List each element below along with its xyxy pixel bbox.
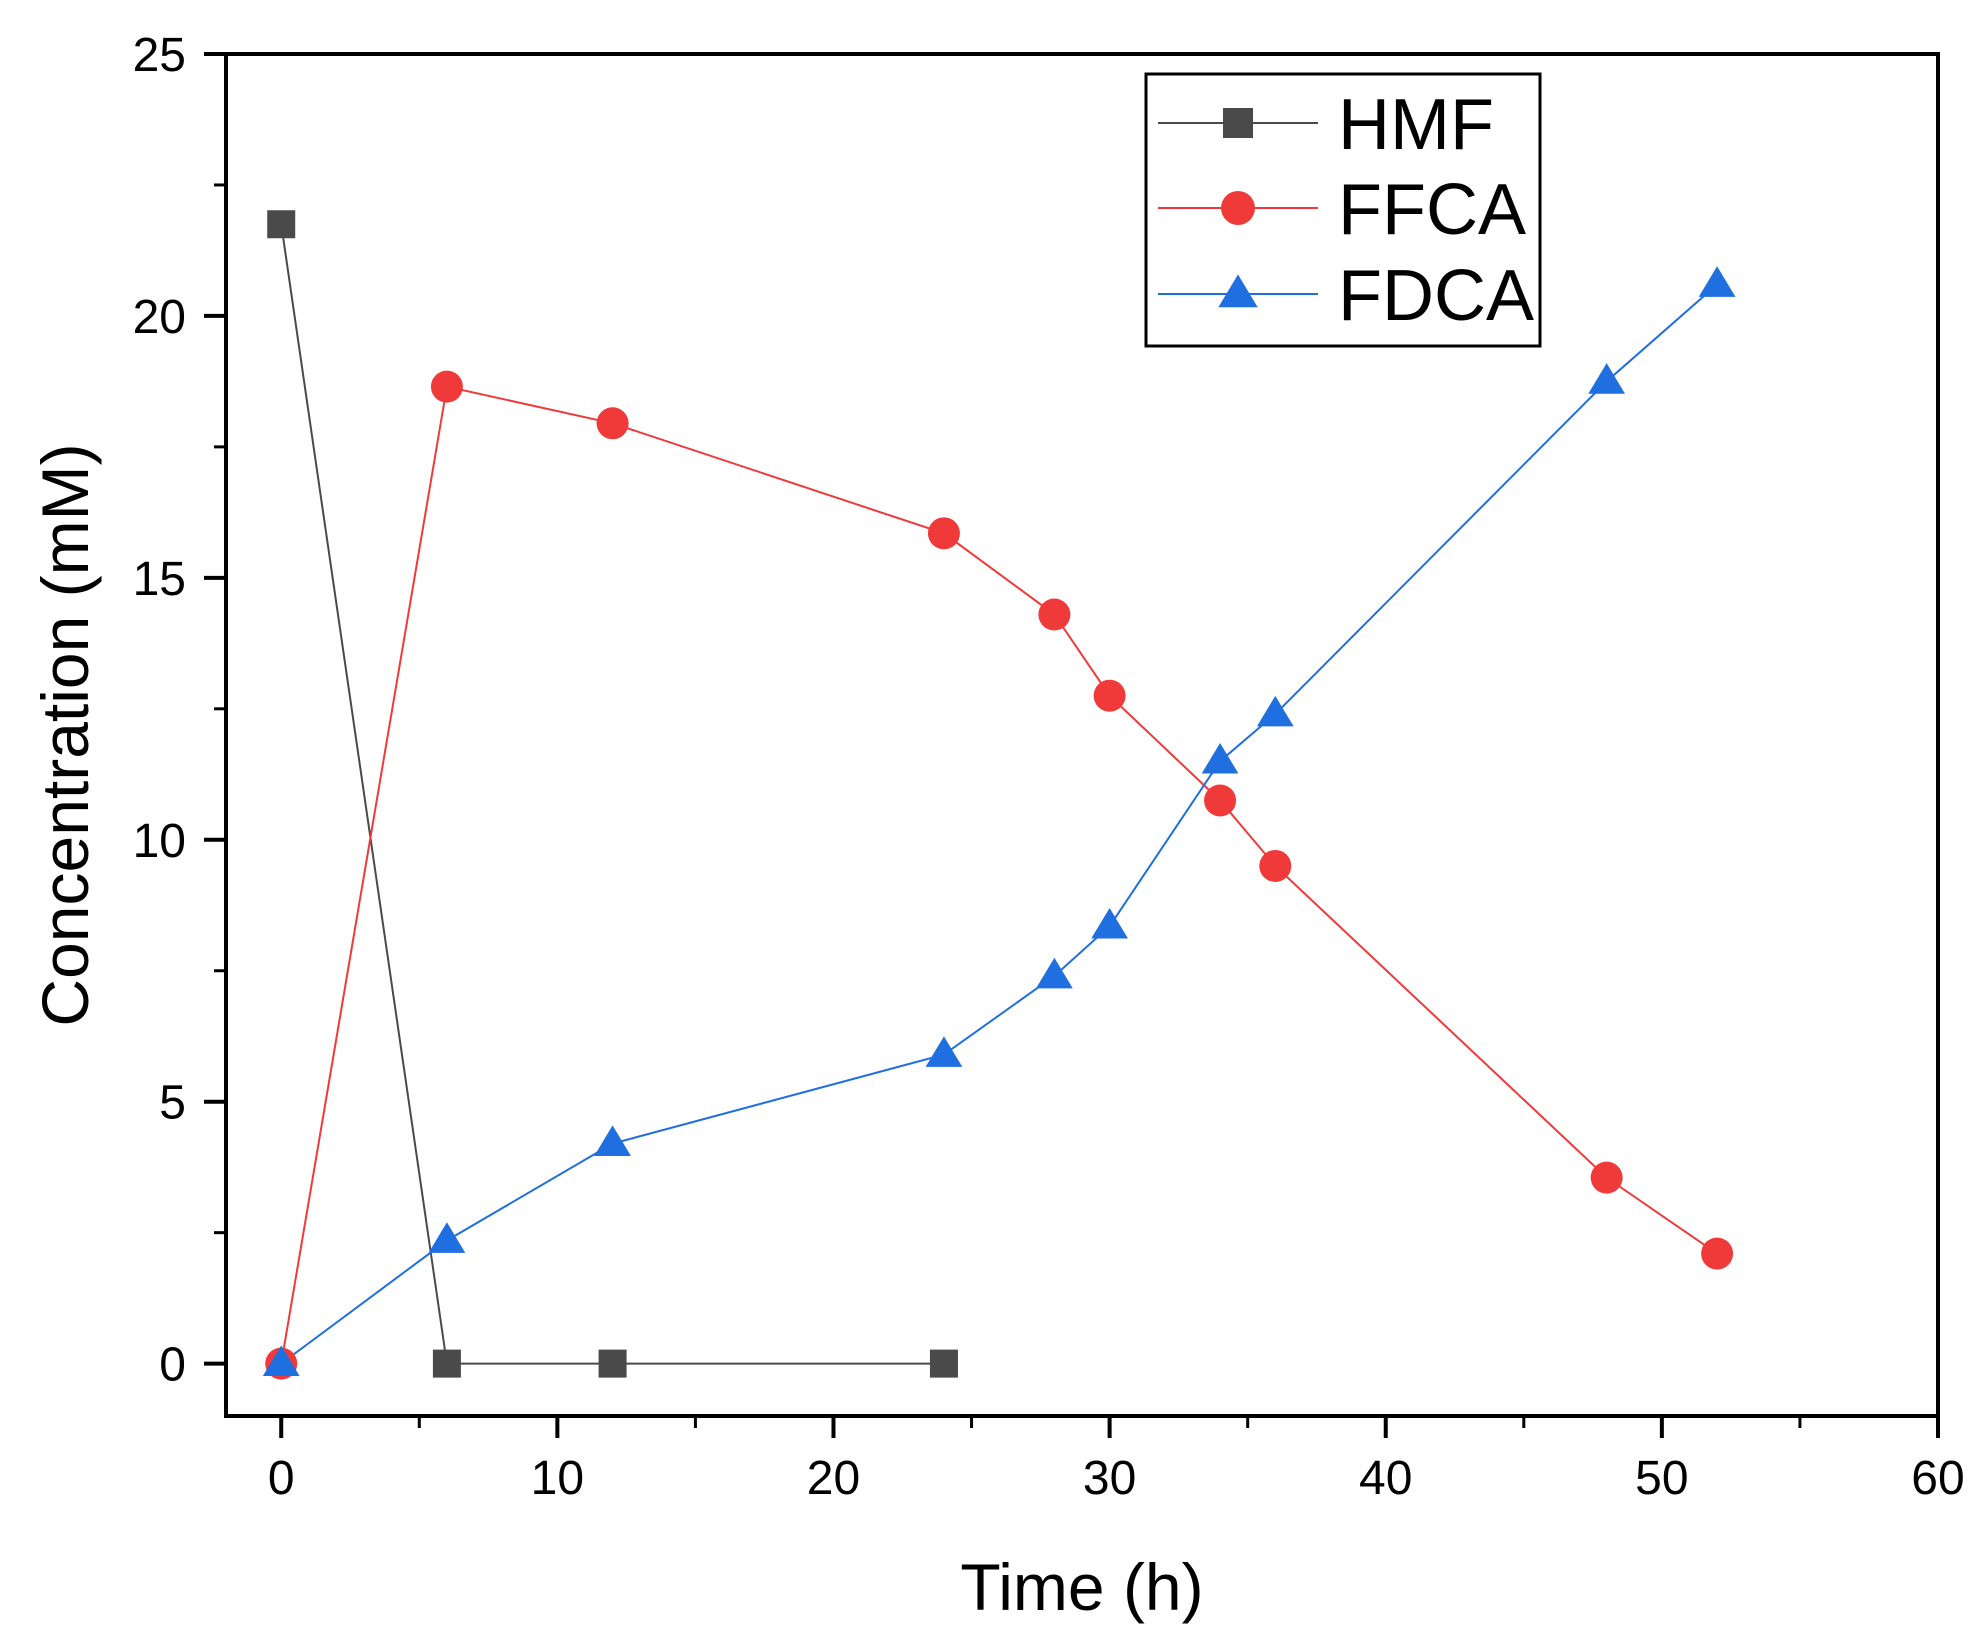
fdca-data-point <box>1588 363 1626 394</box>
fdca-data-point <box>1036 957 1073 989</box>
ffca-data-point <box>1093 679 1126 712</box>
legend-marker-hmf <box>1223 108 1253 138</box>
plot-frame <box>224 52 1940 1418</box>
legend-marker-ffca <box>1221 191 1255 225</box>
legend-label-fdca: FDCA <box>1338 256 1534 336</box>
legend-marker-fdca <box>1218 274 1258 308</box>
y-tick-label: 20 <box>133 291 186 344</box>
y-tick-label: 5 <box>159 1077 186 1130</box>
ffca-data-point <box>1204 784 1237 817</box>
x-tick-label: 20 <box>807 1452 860 1505</box>
fdca-data-point <box>1256 695 1294 727</box>
fdca-series-line <box>280 283 1718 1365</box>
hmf-data-point <box>267 210 296 239</box>
fdca-data-point <box>428 1222 466 1253</box>
legend-box <box>1144 72 1542 348</box>
ffca-data-point <box>596 407 629 440</box>
ffca-data-point <box>430 370 463 403</box>
fdca-data-point <box>925 1036 963 1067</box>
hmf-series-line <box>280 224 944 1365</box>
fdca-data-point <box>1698 266 1736 297</box>
fdca-data-point <box>594 1125 631 1156</box>
hmf-data-point <box>432 1349 461 1378</box>
legend-label-ffca: FFCA <box>1338 170 1526 250</box>
series-layer <box>262 210 1736 1380</box>
x-tick-label: 40 <box>1359 1452 1412 1505</box>
legend-label-hmf: HMF <box>1338 85 1494 165</box>
ffca-data-point <box>927 517 960 550</box>
x-tick-label: 50 <box>1635 1452 1688 1505</box>
y-axis-ticks: 0 5 10 15 20 25 <box>133 29 226 1392</box>
ffca-series-line <box>280 385 1718 1364</box>
x-tick-label: 30 <box>1083 1452 1136 1505</box>
legend: HMF FFCA FDCA <box>1144 72 1542 348</box>
x-axis-ticks: 0 10 20 30 40 50 60 <box>268 1416 1965 1505</box>
y-axis-title: Concentration (mM) <box>28 443 102 1026</box>
fdca-data-point <box>1091 907 1128 939</box>
y-tick-label: 10 <box>133 815 186 868</box>
hmf-data-point <box>929 1349 958 1378</box>
x-tick-label: 60 <box>1911 1452 1964 1505</box>
ffca-data-point <box>1590 1161 1623 1194</box>
x-tick-label: 0 <box>268 1452 295 1505</box>
legend-items <box>1158 108 1318 308</box>
y-tick-label: 25 <box>133 29 186 82</box>
y-tick-label: 15 <box>133 553 186 606</box>
fdca-data-point <box>262 1345 300 1376</box>
y-tick-label: 0 <box>159 1339 186 1392</box>
fdca-data-point <box>1201 742 1239 774</box>
hmf-data-point <box>598 1349 627 1378</box>
x-axis-title: Time (h) <box>960 1550 1203 1624</box>
ffca-data-point <box>1038 598 1071 631</box>
x-tick-label: 10 <box>531 1452 584 1505</box>
ffca-data-point <box>1701 1237 1734 1270</box>
ffca-data-point <box>1259 849 1292 882</box>
